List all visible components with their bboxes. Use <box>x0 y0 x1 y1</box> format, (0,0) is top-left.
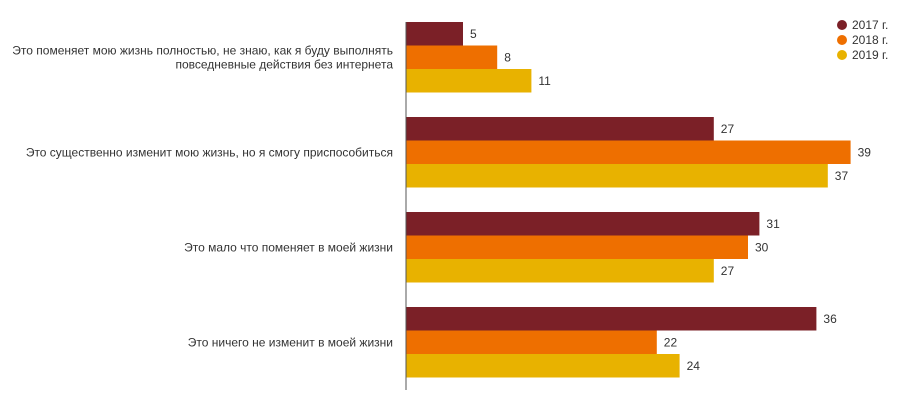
data-label: 39 <box>858 145 872 159</box>
legend-marker <box>837 35 847 45</box>
data-label: 11 <box>538 74 551 88</box>
legend-label: 2018 г. <box>852 33 888 47</box>
data-label: 22 <box>664 335 678 349</box>
category-label: Это существенно изменит мою жизнь, но я … <box>26 145 393 159</box>
bar-1-2019 <box>406 69 532 93</box>
legend-marker <box>837 20 847 30</box>
data-label: 8 <box>504 50 511 64</box>
data-label: 27 <box>721 122 735 136</box>
bar-2-2017 <box>406 117 714 141</box>
category-label: Это мало что поменяет в моей жизни <box>184 240 393 254</box>
data-label: 24 <box>687 359 701 373</box>
bar-2-2018 <box>406 140 851 164</box>
data-label: 36 <box>823 312 837 326</box>
data-label: 31 <box>766 217 780 231</box>
data-label: 37 <box>835 169 849 183</box>
category-label: Это поменяет мою жизнь полностью, не зна… <box>12 43 393 57</box>
bar-2-2019 <box>406 164 828 188</box>
data-label: 27 <box>721 264 735 278</box>
legend-marker <box>837 50 847 60</box>
data-label: 5 <box>470 27 477 41</box>
legend-label: 2017 г. <box>852 18 888 32</box>
bar-3-2018 <box>406 235 748 259</box>
data-label: 30 <box>755 240 769 254</box>
category-label: повседневные действия без интернета <box>175 57 393 71</box>
category-labels: Это поменяет мою жизнь полностью, не зна… <box>12 43 393 349</box>
legend: 2017 г.2018 г.2019 г. <box>837 18 888 62</box>
bars-layer: 5 8 11 27 39 37 31 30 27 36 22 24 <box>406 22 871 378</box>
bar-3-2017 <box>406 212 760 236</box>
category-label: Это ничего не изменит в моей жизни <box>188 335 393 349</box>
bar-4-2018 <box>406 330 657 354</box>
bar-1-2018 <box>406 45 498 69</box>
bar-4-2017 <box>406 307 817 331</box>
bar-4-2019 <box>406 354 680 378</box>
legend-label: 2019 г. <box>852 48 888 62</box>
bar-1-2017 <box>406 22 463 46</box>
bar-3-2019 <box>406 259 714 283</box>
